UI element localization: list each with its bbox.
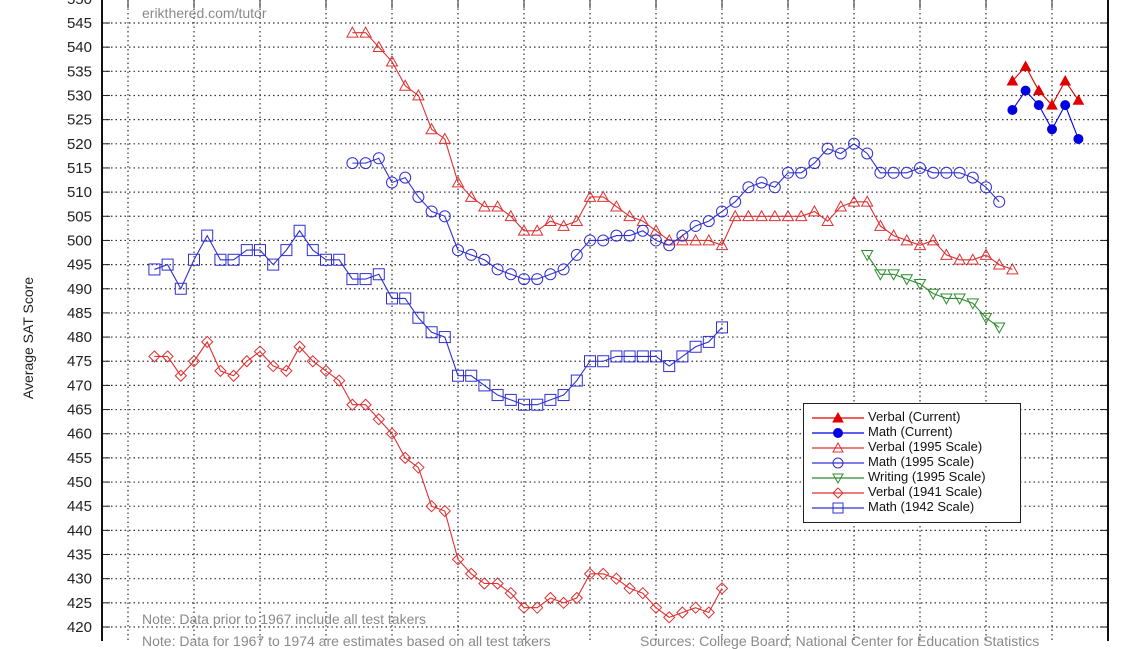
svg-text:435: 435 bbox=[67, 547, 92, 564]
open-square-icon bbox=[812, 502, 864, 514]
svg-text:455: 455 bbox=[67, 450, 92, 467]
legend-item-verbal-current: Verbal (Current) bbox=[804, 409, 1020, 425]
svg-text:550: 550 bbox=[67, 0, 92, 8]
svg-text:510: 510 bbox=[67, 184, 92, 201]
series-math-1995-scale bbox=[346, 137, 1006, 286]
svg-text:425: 425 bbox=[67, 595, 92, 612]
svg-text:520: 520 bbox=[67, 136, 92, 153]
legend-item-verbal-1941: Verbal (1941 Scale) bbox=[804, 484, 1020, 500]
filled-triangle-up-icon bbox=[812, 411, 864, 423]
svg-text:545: 545 bbox=[67, 15, 92, 32]
legend-item-writing-1995: Writing (1995 Scale) bbox=[804, 469, 1020, 485]
svg-text:525: 525 bbox=[67, 112, 92, 129]
open-circle-icon bbox=[812, 457, 864, 469]
legend-item-math-1942: Math (1942 Scale) bbox=[804, 499, 1020, 515]
series-verbal-current bbox=[1006, 60, 1085, 110]
svg-text:460: 460 bbox=[67, 426, 92, 443]
filled-circle-icon bbox=[812, 428, 864, 438]
svg-text:490: 490 bbox=[67, 281, 92, 298]
note-1967-1974: Note: Data for 1967 to 1974 are estimate… bbox=[142, 633, 551, 649]
data-series bbox=[148, 26, 1085, 624]
series-math-current bbox=[1007, 85, 1084, 144]
svg-text:515: 515 bbox=[67, 160, 92, 177]
svg-text:495: 495 bbox=[67, 257, 92, 274]
open-triangle-down-icon bbox=[812, 473, 864, 485]
axes: 420 425 430 435 440 445 450 455 460 465 470 475 480 4… bbox=[67, 0, 1109, 641]
series-verbal-1995-scale bbox=[346, 26, 1019, 275]
open-triangle-up-icon bbox=[812, 441, 864, 453]
legend-item-verbal-1995: Verbal (1995 Scale) bbox=[804, 439, 1020, 455]
grid-lines bbox=[102, 0, 1108, 641]
svg-text:445: 445 bbox=[67, 498, 92, 515]
svg-text:450: 450 bbox=[67, 474, 92, 491]
svg-text:430: 430 bbox=[67, 571, 92, 588]
svg-text:465: 465 bbox=[67, 402, 92, 419]
series-math-1942-scale bbox=[148, 224, 728, 411]
y-axis-label: Average SAT Score bbox=[20, 276, 36, 400]
series-writing-1995-scale bbox=[860, 250, 1006, 334]
open-diamond-icon bbox=[812, 487, 864, 499]
svg-text:540: 540 bbox=[67, 39, 92, 56]
svg-text:535: 535 bbox=[67, 63, 92, 80]
svg-text:475: 475 bbox=[67, 353, 92, 370]
series-verbal-1941-scale bbox=[148, 335, 729, 624]
svg-text:500: 500 bbox=[67, 232, 92, 249]
svg-text:530: 530 bbox=[67, 87, 92, 104]
svg-text:485: 485 bbox=[67, 305, 92, 322]
legend: Verbal (Current) Math (Current) Verbal (… bbox=[803, 403, 1021, 523]
svg-text:420: 420 bbox=[67, 619, 92, 636]
svg-text:470: 470 bbox=[67, 377, 92, 394]
svg-text:440: 440 bbox=[67, 522, 92, 539]
watermark: erikthered.com/tutor bbox=[142, 5, 267, 21]
note-prior-1967: Note: Data prior to 1967 include all tes… bbox=[142, 611, 427, 627]
svg-text:480: 480 bbox=[67, 329, 92, 346]
svg-text:505: 505 bbox=[67, 208, 92, 225]
sources-note: Sources: College Board; National Center … bbox=[640, 633, 1040, 649]
legend-item-math-current: Math (Current) bbox=[804, 424, 1020, 440]
legend-item-math-1995: Math (1995 Scale) bbox=[804, 454, 1020, 470]
